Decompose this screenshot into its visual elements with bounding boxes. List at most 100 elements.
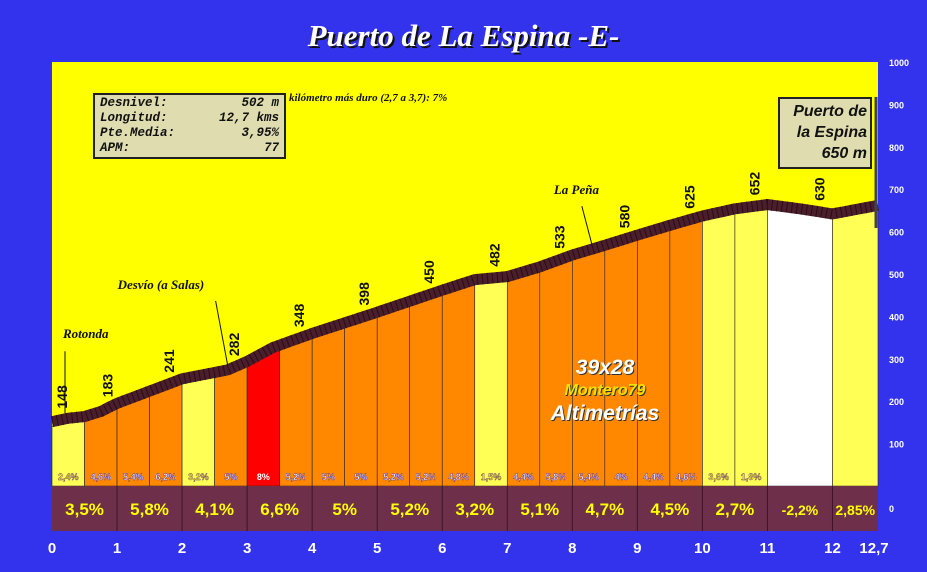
- x-tick-label: 5: [373, 540, 381, 557]
- km-grade-label: 4,1%: [195, 500, 234, 519]
- grade-segment-4: [181, 377, 215, 487]
- km-grade-label: 5%: [332, 500, 357, 519]
- elevation-label: 630: [812, 177, 828, 201]
- segment-grade-label: 4,4%: [513, 472, 534, 482]
- watermark-line-1: 39x28: [575, 356, 635, 379]
- grade-segment-6: [246, 349, 280, 487]
- segment-grade-label: 5,8%: [546, 472, 567, 482]
- km-grade-label: 4,5%: [650, 500, 689, 519]
- segment-grade-label: 5%: [322, 472, 335, 482]
- km-grade-label: 6,6%: [260, 500, 299, 519]
- y-tick-label: 0: [889, 504, 894, 514]
- grade-segment-23: [832, 210, 879, 487]
- grade-segment-12: [441, 284, 476, 487]
- km-grade-label: -2,2%: [782, 502, 819, 518]
- elevation-label: 282: [226, 333, 242, 357]
- summit-sign: Puerto de la Espina 650 m: [778, 97, 872, 169]
- segment-grade-label: 4,8%: [448, 472, 469, 482]
- y-tick-label: 200: [889, 397, 904, 407]
- y-tick-label: 600: [889, 228, 904, 238]
- grade-segment-13: [474, 281, 508, 487]
- segment-grade-label: 5,2%: [383, 472, 404, 482]
- segment-grade-label: 5,4%: [123, 472, 144, 482]
- x-tick-label: 10: [694, 540, 711, 557]
- elevation-label: 241: [161, 349, 177, 373]
- segment-grade-label: 8%: [257, 472, 270, 482]
- watermark: 39x28 Montero79 Altimetrías: [530, 356, 680, 426]
- grade-segment-10: [376, 305, 411, 487]
- stat-pendiente-media: Pte.Media: 3,95%: [100, 126, 279, 140]
- segment-grade-label: 4,6%: [91, 472, 112, 482]
- hardest-km-note: kilómetro más duro (2,7 a 3,7): 7%: [289, 92, 448, 104]
- place-label: Rotonda: [62, 326, 109, 341]
- grade-segment-11: [409, 294, 443, 487]
- km-grade-labels: 3,5% 5,8% 4,1% 6,6% 5% 5,2% 3,2% 5,1% 4,7% 4,5% 2,…: [65, 486, 876, 531]
- grade-segments: [51, 209, 879, 487]
- segment-grade-label: 3,2%: [188, 472, 209, 482]
- km-grade-label: 5,1%: [520, 500, 559, 519]
- place-annotations: Rotonda Desvío (a Salas) La Peña: [62, 182, 600, 414]
- elevation-label: 533: [551, 225, 567, 249]
- watermark-line-2: Montero79: [564, 382, 646, 399]
- stat-apm: APM: 77: [100, 141, 279, 155]
- km-grade-label: 5,2%: [390, 500, 429, 519]
- x-tick-label: 1: [113, 540, 121, 557]
- segment-grade-label: 5%: [354, 472, 367, 482]
- summit-line-1: Puerto de: [793, 103, 867, 120]
- place-leader-line: [581, 205, 593, 245]
- summit-line-3: 650 m: [821, 145, 867, 162]
- elevation-label: 625: [681, 185, 697, 209]
- y-axis: 0 100 200 300 400 500 600 700 800 900 1000: [889, 58, 909, 514]
- grade-segment-19: [669, 220, 703, 487]
- x-tick-label: 11: [760, 540, 776, 557]
- x-tick-label: 0: [48, 540, 56, 557]
- km-grade-label: 3,2%: [455, 500, 494, 519]
- elevation-label: 348: [291, 304, 307, 328]
- y-tick-label: 800: [889, 143, 904, 153]
- y-tick-label: 300: [889, 355, 904, 365]
- elevation-label: 183: [99, 374, 115, 398]
- elevation-label: 148: [54, 385, 70, 409]
- elevation-label: 398: [356, 282, 372, 306]
- y-tick-label: 100: [889, 440, 904, 450]
- x-tick-label: 12,7: [859, 540, 888, 557]
- elevation-label: 450: [421, 260, 437, 284]
- x-tick-label: 12: [824, 540, 841, 557]
- x-axis: 0 1 2 3 4 5 6 7 8 9 10 11 12 12,7: [48, 540, 889, 557]
- stat-desnivel: Desnivel: 502 m: [100, 96, 279, 110]
- km-grade-label: 2,7%: [716, 500, 755, 519]
- segment-grade-label: 4,6%: [676, 472, 697, 482]
- x-tick-label: 6: [438, 540, 446, 557]
- grade-segment-8: [311, 327, 345, 487]
- segment-grade-label: 2,4%: [58, 472, 79, 482]
- elevation-label: 652: [746, 172, 762, 196]
- y-tick-label: 400: [889, 312, 904, 322]
- watermark-line-3: Altimetrías: [550, 402, 660, 425]
- place-label: La Peña: [553, 182, 600, 197]
- elevation-label: 482: [486, 243, 502, 267]
- elevation-labels: 148 183 241 282 348 398 450 482 533 580 625 652 630: [54, 172, 828, 409]
- y-tick-label: 1000: [889, 58, 909, 68]
- segment-grade-label: 5,4%: [578, 472, 599, 482]
- grade-segment-21: [734, 209, 768, 487]
- road-ticks: [49, 199, 881, 428]
- segment-grade-labels: 2,4% 4,6% 5,4% 6,2% 3,2% 5% 8% 5,2% 5% 5% 5,2% 5,2%…: [58, 472, 762, 482]
- grade-segment-9: [344, 316, 378, 487]
- x-tick-label: 8: [568, 540, 576, 557]
- y-tick-label: 500: [889, 270, 904, 280]
- segment-grade-label: 6,2%: [156, 472, 177, 482]
- segment-grade-label: 1,8%: [741, 472, 762, 482]
- grade-segment-7: [279, 338, 313, 487]
- road-profile: [49, 199, 881, 428]
- segment-grade-label: 1,5%: [481, 472, 502, 482]
- km-grade-band: [52, 486, 878, 531]
- x-tick-label: 7: [503, 540, 511, 557]
- x-tick-label: 3: [243, 540, 251, 557]
- grade-segment-22: [767, 209, 833, 487]
- segment-grade-label: 4%: [615, 472, 628, 482]
- x-tick-label: 9: [633, 540, 641, 557]
- grade-segment-20: [702, 213, 736, 487]
- km-grade-label: 2,85%: [835, 502, 875, 518]
- place-leader-line: [215, 300, 229, 366]
